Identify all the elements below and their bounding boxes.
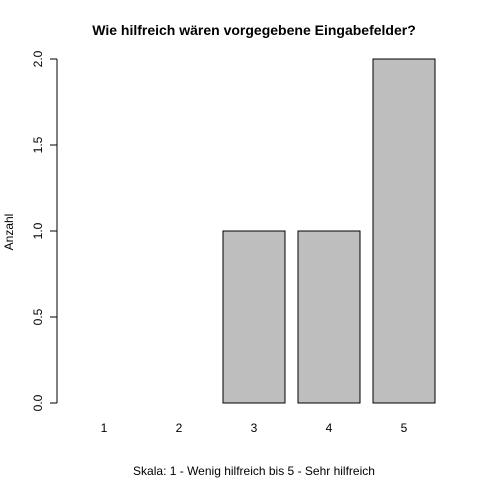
y-axis-title: Anzahl [2,214,16,251]
bars [222,58,436,404]
x-tick-label: 4 [326,421,333,435]
chart-title: Wie hilfreich wären vorgegebene Eingabef… [92,22,416,38]
x-tick-label: 2 [176,421,183,435]
y-tick-label: 2.0 [31,50,45,67]
x-tick-label: 1 [101,421,108,435]
bar-4 [297,230,361,404]
y-tick-label: 1.0 [31,222,45,239]
x-tick-label: 3 [251,421,258,435]
y-tick-label: 0.5 [31,308,45,325]
y-tick-label: 1.5 [31,136,45,153]
y-tick-label: 0.0 [31,394,45,411]
bar-3 [222,230,286,404]
x-axis-labels: 1 2 3 4 5 [101,421,408,435]
x-axis-title: Skala: 1 - Wenig hilfreich bis 5 - Sehr … [133,464,375,478]
x-tick-label: 5 [401,421,408,435]
y-axis: 0.0 0.5 1.0 1.5 2.0 [31,50,58,411]
bar-5 [372,58,436,404]
